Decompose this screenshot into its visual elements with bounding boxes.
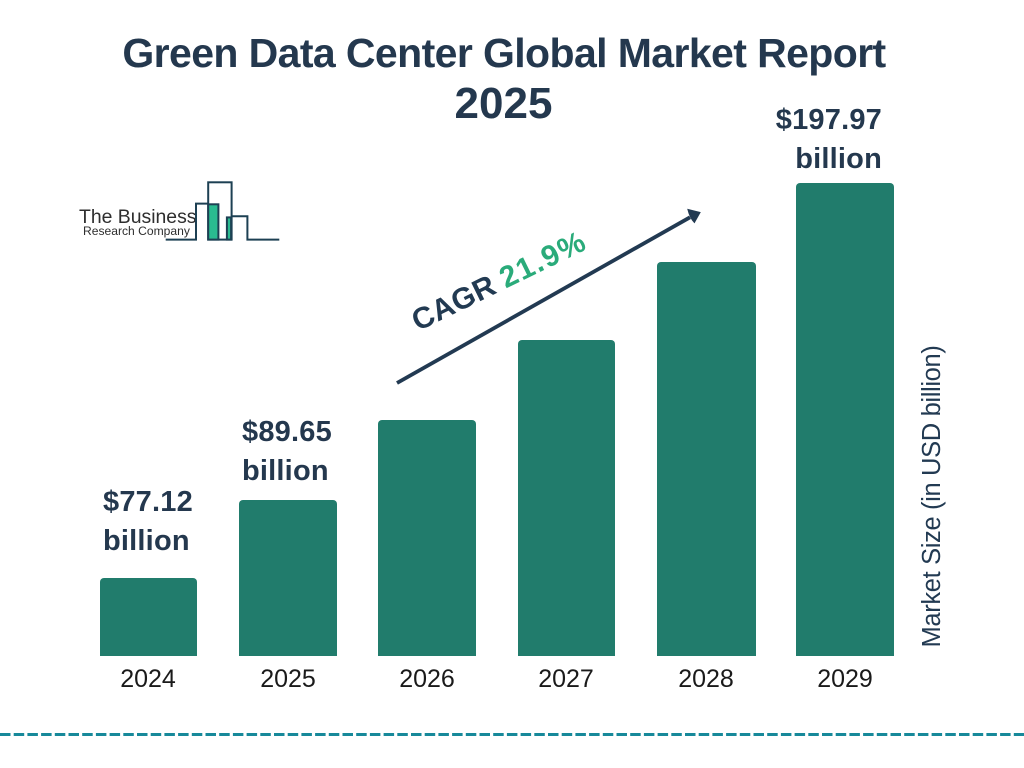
svg-text:CAGR 21.9%: CAGR 21.9% xyxy=(407,225,592,338)
svg-text:Market Size (in USD billion): Market Size (in USD billion) xyxy=(918,346,946,648)
